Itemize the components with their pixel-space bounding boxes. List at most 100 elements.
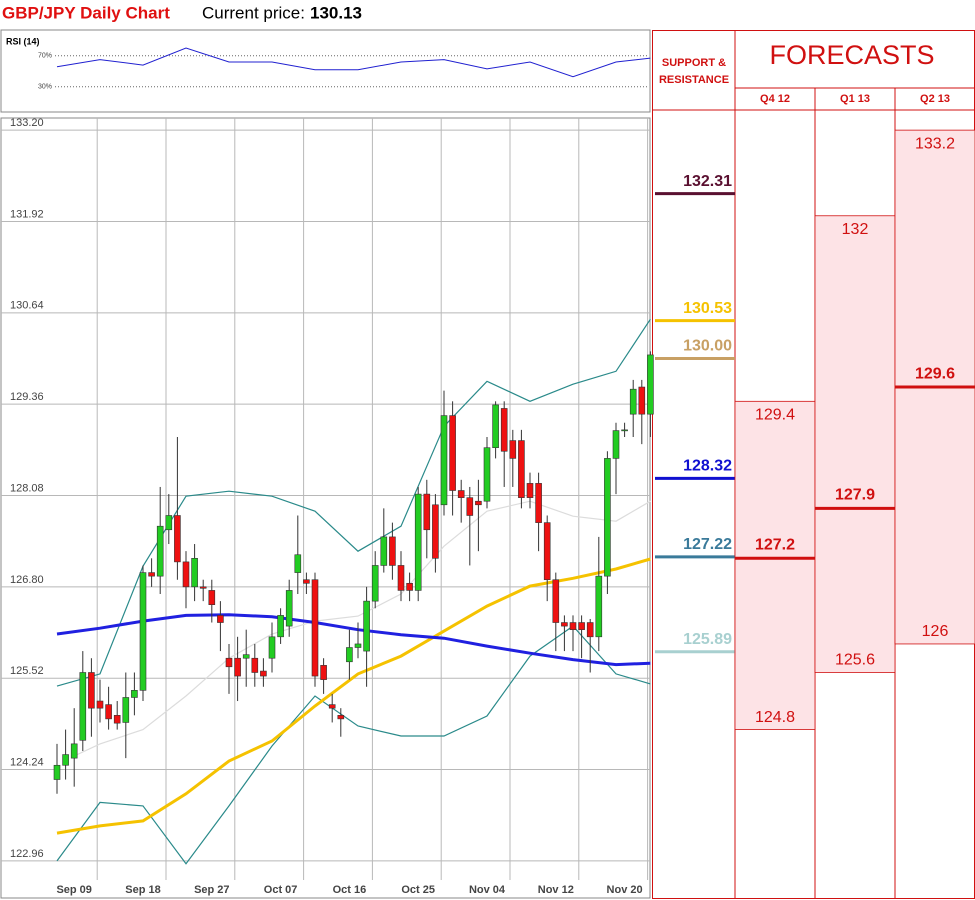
forecast-low: 126 bbox=[922, 623, 949, 640]
x-tick-label: Sep 27 bbox=[194, 884, 229, 896]
candle-body bbox=[105, 704, 112, 720]
candle-body bbox=[303, 579, 310, 584]
y-tick-label: 129.36 bbox=[10, 391, 44, 403]
candle-body bbox=[122, 697, 130, 723]
candle-body bbox=[535, 483, 542, 523]
candle-body bbox=[406, 582, 413, 591]
candle-body bbox=[561, 622, 568, 627]
candle-body bbox=[647, 354, 654, 415]
candle-body bbox=[225, 657, 233, 668]
candle-body bbox=[475, 500, 482, 506]
forecast-mid-label: 127.2 bbox=[755, 537, 795, 554]
forecast-high: 129.4 bbox=[755, 407, 795, 424]
x-tick-label: Nov 04 bbox=[469, 884, 506, 896]
candle-body bbox=[131, 690, 138, 698]
y-tick-label: 130.64 bbox=[10, 300, 44, 312]
forecast-range bbox=[734, 400, 816, 730]
candle-body bbox=[191, 558, 198, 588]
candle-body bbox=[371, 565, 379, 602]
candle-body bbox=[242, 654, 250, 659]
candle-body bbox=[552, 579, 560, 623]
plot-frame bbox=[0, 117, 651, 899]
candle-body bbox=[466, 497, 474, 516]
candle-body bbox=[578, 622, 585, 630]
rsi-frame bbox=[0, 29, 651, 113]
candle-body bbox=[156, 525, 164, 577]
candle-body bbox=[389, 536, 396, 566]
candle-body bbox=[509, 440, 517, 459]
y-tick-label: 125.52 bbox=[10, 665, 44, 677]
forecast-mid-label: 127.9 bbox=[835, 487, 875, 504]
candle-body bbox=[277, 615, 284, 638]
y-tick-label: 126.80 bbox=[10, 574, 44, 586]
candle-body bbox=[449, 415, 456, 491]
candle-body bbox=[337, 715, 345, 720]
sr-title: RESISTANCE bbox=[659, 74, 729, 86]
x-tick-label: Oct 16 bbox=[333, 884, 367, 896]
overlay-line bbox=[56, 625, 651, 865]
candle-body bbox=[612, 430, 620, 459]
candle-body bbox=[148, 572, 155, 577]
sr-label: 132.31 bbox=[683, 173, 732, 190]
sr-label: 125.89 bbox=[683, 631, 732, 648]
candle-body bbox=[62, 754, 69, 766]
candle-body bbox=[88, 672, 95, 709]
candle-body bbox=[543, 522, 551, 581]
sr-label: 128.32 bbox=[683, 458, 732, 475]
candle-body bbox=[182, 561, 190, 588]
candle-body bbox=[174, 515, 181, 563]
candle-body bbox=[113, 715, 121, 724]
candle-body bbox=[70, 743, 78, 759]
x-tick-label: Oct 25 bbox=[401, 884, 435, 896]
forecast-range bbox=[814, 215, 896, 673]
candle-body bbox=[96, 700, 104, 709]
price-label: Current price: bbox=[202, 3, 305, 22]
candle-body bbox=[604, 458, 611, 577]
candle-body bbox=[518, 440, 525, 498]
candle-body bbox=[234, 657, 241, 677]
candle-body bbox=[397, 565, 405, 591]
candle-body bbox=[285, 590, 293, 627]
rsi-line bbox=[56, 47, 651, 78]
y-tick-label: 124.24 bbox=[10, 756, 44, 768]
forecast-title: FORECASTS bbox=[769, 40, 934, 70]
x-tick-label: Nov 20 bbox=[607, 884, 643, 896]
column-header: Q2 13 bbox=[920, 93, 950, 105]
price-value: 130.13 bbox=[310, 3, 362, 22]
candle-body bbox=[268, 636, 276, 659]
candle-body bbox=[208, 590, 216, 605]
forecast-low: 125.6 bbox=[835, 652, 875, 669]
candle-body bbox=[526, 483, 534, 498]
candle-body bbox=[629, 388, 637, 415]
sr-title: SUPPORT & bbox=[662, 57, 726, 69]
candle-body bbox=[139, 572, 147, 691]
candle-body bbox=[483, 447, 491, 502]
x-tick-label: Oct 07 bbox=[264, 884, 298, 896]
candle-body bbox=[320, 665, 327, 680]
chart-title: GBP/JPY Daily Chart bbox=[2, 3, 170, 22]
candle-body bbox=[79, 672, 87, 741]
candle-body bbox=[53, 764, 61, 780]
x-tick-label: Nov 12 bbox=[538, 884, 574, 896]
x-tick-label: Sep 09 bbox=[56, 884, 91, 896]
candle-body bbox=[638, 386, 646, 415]
overlay-line bbox=[73, 500, 651, 757]
candle-body bbox=[165, 515, 173, 531]
candle-body bbox=[294, 554, 302, 573]
forecast-high: 133.2 bbox=[915, 135, 955, 152]
column-header: Q4 12 bbox=[760, 93, 790, 105]
candle-body bbox=[311, 579, 319, 677]
y-tick-label: 133.20 bbox=[10, 117, 44, 129]
y-tick-label: 131.92 bbox=[10, 208, 44, 220]
candle-body bbox=[586, 622, 594, 638]
candle-body bbox=[328, 704, 336, 709]
forecast-mid-label: 129.6 bbox=[915, 365, 955, 382]
candle-body bbox=[260, 670, 267, 677]
rsi-tick-label: 70% bbox=[38, 53, 52, 60]
candle-body bbox=[595, 575, 603, 638]
candle-body bbox=[217, 615, 224, 623]
rsi-title: RSI (14) bbox=[6, 36, 40, 46]
y-tick-label: 122.96 bbox=[10, 848, 44, 860]
candle-body bbox=[457, 490, 465, 498]
